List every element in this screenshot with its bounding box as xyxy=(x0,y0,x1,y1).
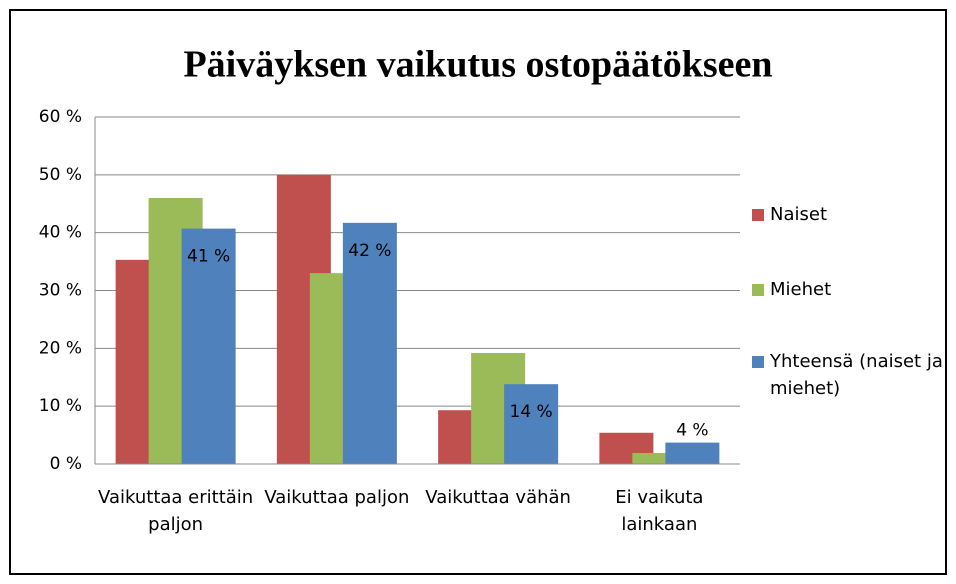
y-tick-label: 20 % xyxy=(39,338,82,358)
bar xyxy=(665,442,720,464)
y-tick-label: 10 % xyxy=(39,396,82,416)
x-tick-label: Vaikuttaa vähän xyxy=(425,487,571,508)
y-tick-label: 30 % xyxy=(39,281,82,301)
data-label: 4 % xyxy=(676,421,708,441)
legend-label: Miehet xyxy=(770,279,832,300)
legend-swatch xyxy=(752,209,764,221)
bar xyxy=(342,222,397,464)
x-tick-label: Vaikuttaa erittäin paljon xyxy=(98,487,254,535)
bar xyxy=(181,228,236,464)
legend-label: Yhteensä (naiset ja miehet) xyxy=(770,351,943,399)
legend-swatch xyxy=(752,356,764,368)
legend-swatch xyxy=(752,284,764,296)
y-tick-label: 60 % xyxy=(39,107,82,127)
y-tick-label: 50 % xyxy=(39,165,82,185)
data-label: 41 % xyxy=(187,247,230,267)
bar xyxy=(504,384,559,464)
legend-label: Naiset xyxy=(770,204,828,225)
chart-title: Päiväyksen vaikutus ostopäätökseen xyxy=(183,44,772,86)
x-tick-label: Vaikuttaa paljon xyxy=(264,487,410,508)
y-tick-label: 0 % xyxy=(50,454,82,474)
data-label: 14 % xyxy=(510,402,553,422)
y-tick-label: 40 % xyxy=(39,223,82,243)
bar xyxy=(632,453,687,464)
data-label: 42 % xyxy=(348,241,391,261)
x-tick-label: Ei vaikuta lainkaan xyxy=(615,487,704,535)
